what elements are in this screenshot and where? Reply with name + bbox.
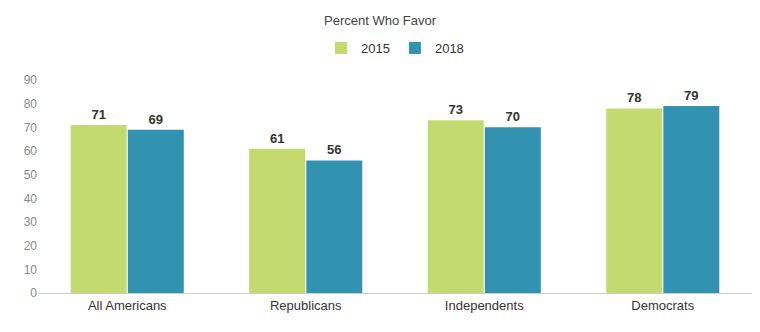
- svg-text:73: 73: [448, 102, 462, 117]
- svg-text:80: 80: [24, 97, 38, 111]
- svg-text:78: 78: [627, 90, 641, 105]
- svg-text:Democrats: Democrats: [631, 298, 694, 313]
- svg-text:2015: 2015: [361, 41, 390, 56]
- svg-text:10: 10: [24, 263, 38, 277]
- svg-text:71: 71: [91, 107, 105, 122]
- svg-text:90: 90: [24, 73, 38, 87]
- svg-text:79: 79: [684, 88, 698, 103]
- svg-text:Independents: Independents: [445, 298, 524, 313]
- svg-text:0: 0: [30, 286, 37, 300]
- svg-text:60: 60: [24, 144, 38, 158]
- svg-text:2018: 2018: [435, 41, 464, 56]
- svg-text:Republicans: Republicans: [270, 298, 342, 313]
- svg-text:All Americans: All Americans: [88, 298, 167, 313]
- svg-text:61: 61: [270, 131, 284, 146]
- svg-text:70: 70: [24, 121, 38, 135]
- svg-text:40: 40: [24, 192, 38, 206]
- svg-text:50: 50: [24, 168, 38, 182]
- svg-text:30: 30: [24, 215, 38, 229]
- svg-text:20: 20: [24, 239, 38, 253]
- svg-text:70: 70: [506, 109, 520, 124]
- svg-text:69: 69: [149, 112, 163, 127]
- svg-text:Percent Who Favor: Percent Who Favor: [324, 13, 437, 28]
- svg-text:56: 56: [327, 142, 341, 157]
